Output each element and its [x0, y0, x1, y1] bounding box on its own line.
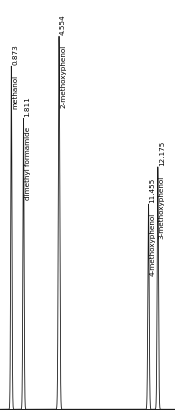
- Text: 4-methoxyphenol: 4-methoxyphenol: [149, 212, 156, 275]
- Text: 3-methoxyphenol: 3-methoxyphenol: [159, 175, 165, 238]
- Text: 1.811: 1.811: [25, 97, 30, 117]
- Text: 2-methoxyphenol: 2-methoxyphenol: [60, 45, 66, 108]
- Text: 11.455: 11.455: [149, 178, 156, 203]
- Text: 0.873: 0.873: [12, 45, 18, 65]
- Text: 4.554: 4.554: [60, 14, 66, 36]
- Text: dimethyl formamide: dimethyl formamide: [25, 126, 30, 199]
- Text: methanol: methanol: [12, 74, 18, 109]
- Text: 12.175: 12.175: [159, 140, 165, 166]
